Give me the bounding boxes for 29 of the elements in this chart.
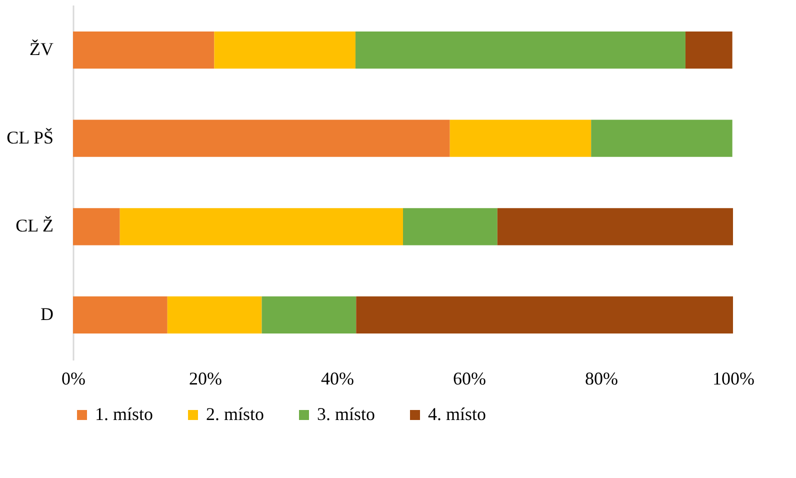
y-tick-label: D — [40, 304, 54, 324]
bar — [73, 120, 450, 157]
bar — [356, 296, 733, 334]
x-tick-label: 80% — [585, 368, 618, 388]
bar — [403, 208, 498, 246]
x-tick-label: 0% — [62, 368, 86, 388]
x-tick-label: 20% — [189, 368, 222, 388]
bar — [262, 296, 356, 334]
x-tick-label: 100% — [712, 368, 754, 388]
bar — [73, 31, 214, 69]
bar — [73, 208, 120, 246]
y-tick-label: CL PŠ — [6, 127, 54, 148]
bar — [497, 208, 733, 246]
x-tick-label: 40% — [321, 368, 354, 388]
bar — [355, 31, 686, 69]
legend-label: 2. místo — [206, 404, 264, 424]
bar — [167, 296, 262, 334]
y-tick-label: ŽV — [30, 39, 54, 60]
bar — [73, 296, 168, 334]
legend-label: 1. místo — [95, 404, 154, 424]
legend-label: 3. místo — [317, 404, 376, 424]
y-tick-label: CL Ž — [16, 216, 54, 236]
bar — [685, 31, 732, 69]
x-tick-label: 60% — [453, 368, 486, 388]
bar — [214, 31, 356, 69]
bar — [450, 120, 592, 157]
legend-label: 4. místo — [428, 404, 486, 424]
bar — [120, 208, 403, 246]
bar — [591, 120, 732, 157]
